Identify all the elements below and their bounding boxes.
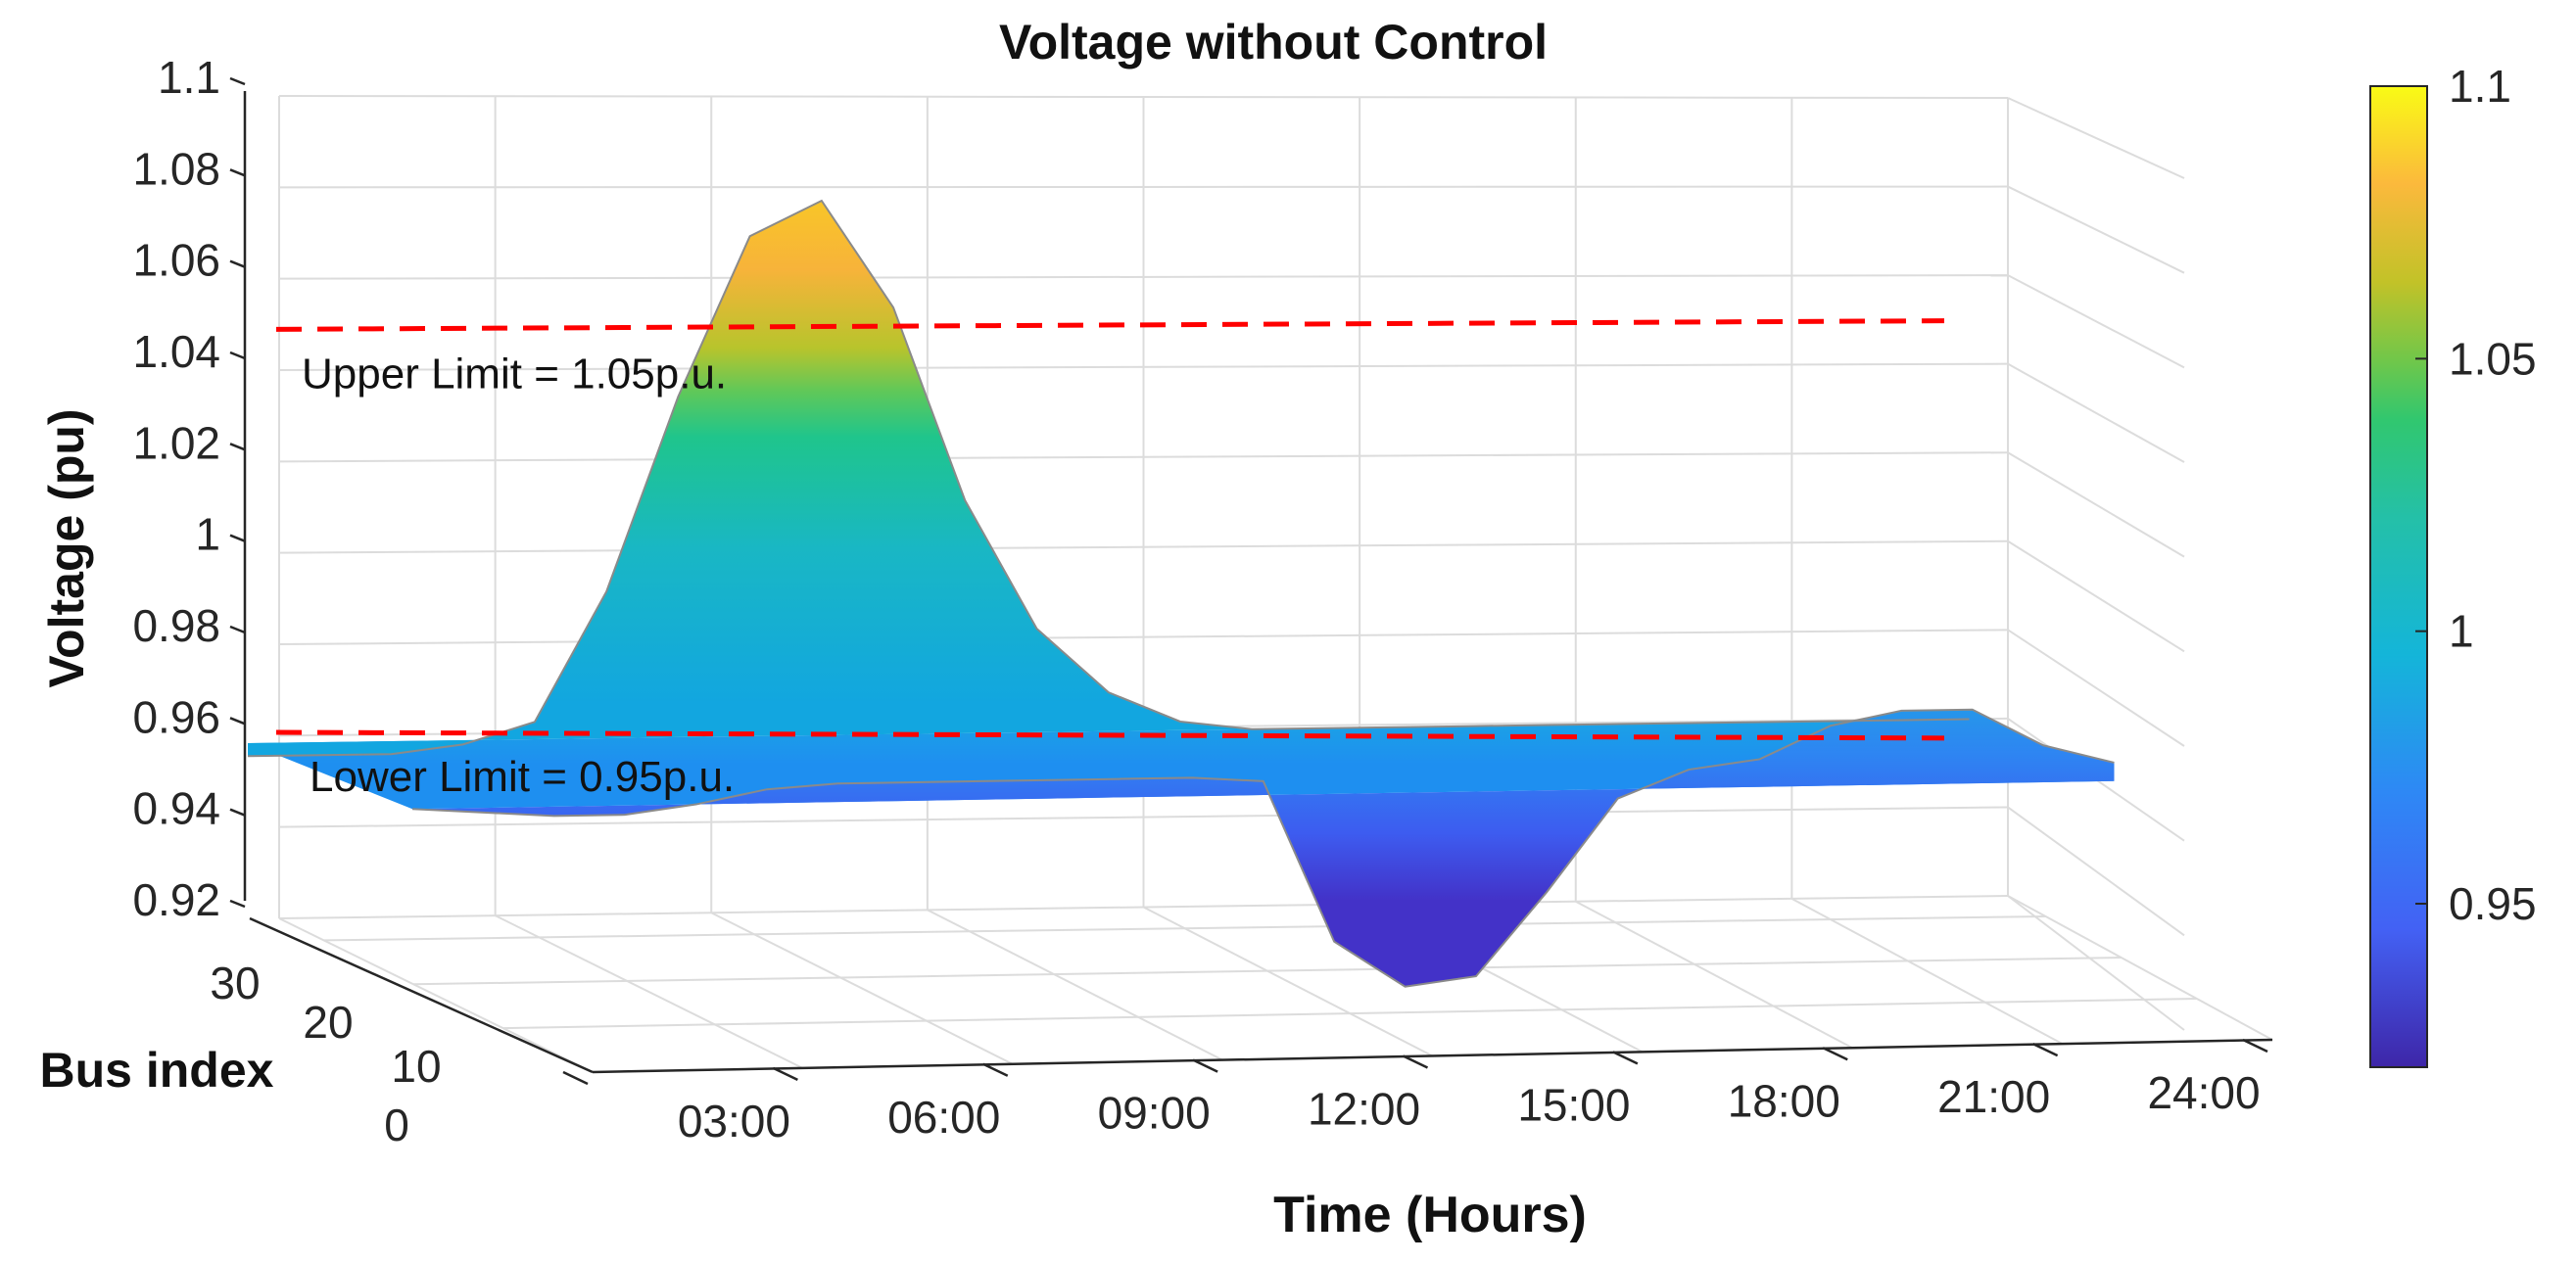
y-axis-label: Bus index <box>40 1043 274 1098</box>
side-wall-gridline <box>2007 274 2185 369</box>
voltage-tick-label: 0.96 <box>132 691 220 742</box>
floor-gridline <box>502 998 2197 1030</box>
voltage-tick-label: 1 <box>195 509 220 560</box>
side-wall-gridline <box>2007 362 2185 463</box>
floor-gridline <box>710 912 1014 1065</box>
back-wall-gridline <box>278 539 2009 554</box>
colorbar-tick-label: 1.1 <box>2449 61 2511 112</box>
voltage-tick-mark <box>229 717 246 726</box>
colorbar-tick-label: 0.95 <box>2449 878 2537 929</box>
floor-gridline <box>278 917 594 1073</box>
lower-limit-line <box>275 729 1945 741</box>
side-wall-gridline <box>2007 539 2185 653</box>
side-wall-gridline <box>2007 97 2185 179</box>
limit-lines: Upper Limit = 1.05p.u. Lower Limit = 0.95… <box>275 318 1945 801</box>
voltage-tick-mark <box>229 534 246 542</box>
voltage-tick-label: 0.94 <box>132 783 220 834</box>
side-wall-gridline <box>2007 629 2185 747</box>
voltage-tick-mark <box>229 899 246 909</box>
time-tick-mark <box>772 1066 798 1082</box>
voltage-tick-label: 0.92 <box>132 874 220 925</box>
voltage-tick-mark <box>229 808 246 817</box>
voltage-tick-mark <box>229 351 246 360</box>
voltage-tick-mark <box>229 76 246 86</box>
time-tick-label: 15:00 <box>1517 1079 1630 1130</box>
floor-gridline <box>495 914 803 1069</box>
z-axis-label: Voltage (pu) <box>39 408 94 687</box>
voltage-tick-mark <box>229 259 246 268</box>
back-wall-gridline <box>278 362 2009 371</box>
voltage-tick-label: 1.1 <box>158 52 220 103</box>
side-wall-gridline <box>2007 185 2185 274</box>
voltage-tick-labels: 0.92 0.94 0.96 0.98 1 1.02 1.04 1.06 1.08 1.1 <box>132 52 246 925</box>
floor-gridline <box>1790 897 2064 1046</box>
voltage-tick-label: 1.02 <box>132 417 220 468</box>
time-tick-label: 06:00 <box>887 1092 1000 1143</box>
voltage-tick-label: 0.98 <box>132 600 220 651</box>
time-tick-mark <box>1612 1051 1639 1065</box>
time-tick-label: 12:00 <box>1308 1084 1420 1135</box>
colorbar-tick-labels: 0.95 1 1.05 1.1 <box>2415 61 2537 929</box>
surface-dip <box>412 709 2115 987</box>
time-tick-label: 24:00 <box>2147 1067 2260 1118</box>
voltage-surface <box>247 199 2115 988</box>
back-wall-gridline <box>278 274 2009 280</box>
side-wall-gridline <box>2007 895 2185 1031</box>
floor-gridline <box>2007 895 2273 1041</box>
back-wall-gridline <box>278 629 2009 645</box>
time-tick-label: 03:00 <box>678 1096 790 1147</box>
bus-tick-label: 10 <box>391 1041 441 1092</box>
back-wall-gridline <box>278 95 2009 99</box>
voltage-tick-label: 1.08 <box>132 143 220 194</box>
back-wall-gridline <box>278 185 2009 189</box>
time-tick-mark <box>562 1070 589 1086</box>
time-tick-labels: 0 03:00 06:00 09:00 12:00 15:00 18:00 21:00 24:0… <box>384 1038 2268 1150</box>
y-axis-line <box>249 916 594 1074</box>
voltage-tick-label: 1.04 <box>132 326 220 377</box>
time-tick-mark <box>1402 1054 1429 1069</box>
floor-gridline <box>927 909 1223 1061</box>
floor-gridline <box>1143 906 1433 1057</box>
lower-limit-label: Lower Limit = 0.95p.u. <box>310 753 735 801</box>
colorbar-tick-label: 1.05 <box>2449 333 2537 384</box>
time-tick-mark <box>2242 1038 2268 1053</box>
voltage-tick-mark <box>229 625 246 634</box>
voltage-tick-mark <box>229 168 246 177</box>
side-wall-gridline <box>2007 806 2185 937</box>
voltage-tick-mark <box>229 443 246 451</box>
voltage-tick-label: 1.06 <box>132 235 220 286</box>
floor-gridline <box>323 915 2046 942</box>
axes-frame <box>243 91 2273 1074</box>
chart-title: Voltage without Control <box>999 15 1548 70</box>
time-tick-label: 21:00 <box>1937 1071 2050 1122</box>
surface-mesh-line <box>411 708 2115 988</box>
side-wall-gridline <box>2007 451 2185 558</box>
upper-limit-line <box>275 318 1945 332</box>
time-tick-mark <box>982 1062 1009 1077</box>
surface-mesh-line <box>247 199 1970 758</box>
time-tick-mark <box>1192 1058 1218 1073</box>
time-tick-mark <box>2032 1042 2059 1057</box>
time-tick-label: 18:00 <box>1728 1075 1840 1126</box>
time-tick-mark <box>1822 1047 1848 1061</box>
x-axis-label: Time (Hours) <box>1273 1187 1587 1243</box>
floor-gridline <box>413 957 2122 986</box>
colorbar <box>2369 85 2428 1068</box>
back-wall-gridline <box>278 451 2009 463</box>
upper-limit-label: Upper Limit = 1.05p.u. <box>302 350 727 398</box>
surface-peak <box>248 200 1970 757</box>
time-tick-label: 0 <box>384 1100 409 1150</box>
colorbar-tick-label: 1 <box>2449 606 2474 657</box>
time-tick-label: 09:00 <box>1098 1088 1211 1139</box>
bus-tick-label: 20 <box>303 997 353 1048</box>
floor-gridline <box>1575 900 1853 1050</box>
bus-tick-labels: 10 20 30 <box>210 958 441 1092</box>
bus-tick-label: 30 <box>210 958 260 1008</box>
x-axis-line <box>592 1038 2273 1074</box>
back-wall-gridline <box>278 806 2009 828</box>
grid-lines <box>278 95 2273 1073</box>
back-wall-gridline <box>278 895 2009 919</box>
